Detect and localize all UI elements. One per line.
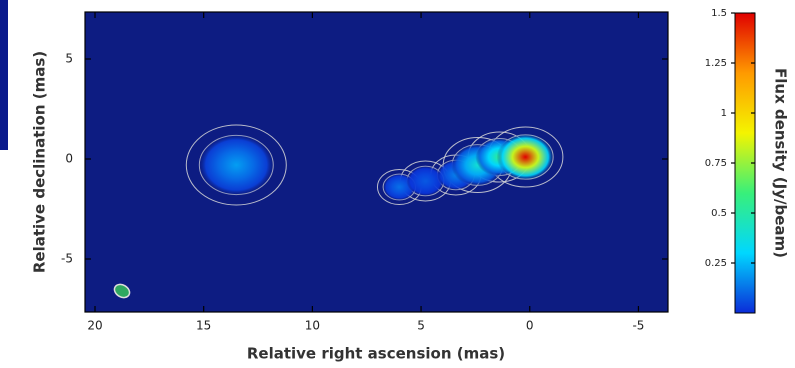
plot-area bbox=[85, 12, 668, 312]
y-tick-label: 0 bbox=[65, 152, 73, 166]
colorbar-tick-label: 0.75 bbox=[705, 158, 727, 169]
x-tick-label: 15 bbox=[196, 319, 211, 333]
colorbar-title: Flux density (Jy/beam) bbox=[772, 68, 790, 258]
colorbar-tick-label: 0.25 bbox=[705, 258, 727, 269]
x-axis-title: Relative right ascension (mas) bbox=[247, 345, 505, 363]
side-strip bbox=[0, 0, 8, 150]
x-tick-label: -5 bbox=[632, 319, 644, 333]
page: {"chart_data": { "type": "image", "x_lab… bbox=[0, 0, 795, 368]
component bbox=[198, 134, 275, 197]
colorbar-tick-label: 1 bbox=[721, 108, 727, 119]
y-tick-label: -5 bbox=[61, 252, 73, 266]
colorbar-tick-label: 0.5 bbox=[711, 208, 727, 219]
map-background bbox=[85, 12, 668, 312]
colorbar-tick-label: 1.5 bbox=[711, 8, 727, 19]
x-tick-label: 5 bbox=[417, 319, 425, 333]
x-tick-label: 20 bbox=[87, 319, 102, 333]
component bbox=[497, 134, 554, 181]
chart: Relative right ascension (mas) Relative … bbox=[0, 0, 795, 368]
colorbar-tick-label: 1.25 bbox=[705, 58, 727, 69]
y-axis-title: Relative declination (mas) bbox=[31, 51, 49, 273]
x-tick-label: 0 bbox=[526, 319, 534, 333]
x-tick-label: 10 bbox=[305, 319, 320, 333]
y-tick-label: 5 bbox=[65, 52, 73, 66]
